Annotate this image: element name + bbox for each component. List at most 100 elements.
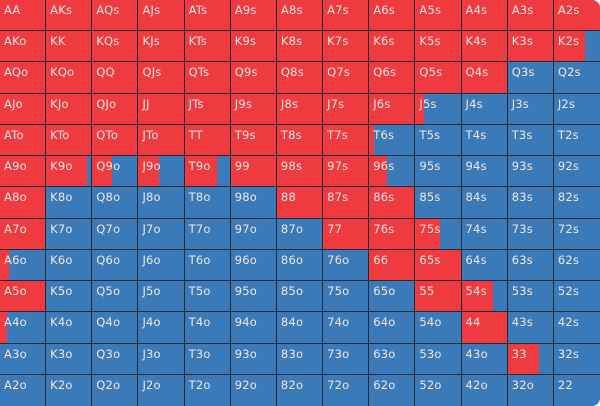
hand-cell-K9o[interactable]: K9o	[46, 156, 93, 188]
hand-cell-32o[interactable]: 32o	[507, 374, 554, 406]
hand-cell-94s[interactable]: 94s	[461, 156, 508, 188]
hand-cell-43o[interactable]: 43o	[461, 343, 508, 375]
hand-cell-93s[interactable]: 93s	[507, 156, 554, 188]
hand-cell-75o[interactable]: 75o	[323, 281, 370, 313]
hand-cell-83s[interactable]: 83s	[507, 187, 554, 219]
hand-cell-Q8o[interactable]: Q8o	[92, 187, 139, 219]
hand-cell-87s[interactable]: 87s	[323, 187, 370, 219]
hand-cell-33[interactable]: 33	[507, 343, 554, 375]
hand-cell-82s[interactable]: 82s	[553, 187, 600, 219]
hand-cell-QJo[interactable]: QJo	[92, 93, 139, 125]
hand-cell-52o[interactable]: 52o	[415, 374, 462, 406]
hand-cell-A8o[interactable]: A8o	[0, 187, 47, 219]
hand-cell-95s[interactable]: 95s	[415, 156, 462, 188]
hand-cell-AJs[interactable]: AJs	[138, 0, 185, 32]
hand-cell-A6s[interactable]: A6s	[369, 0, 416, 32]
hand-cell-K3s[interactable]: K3s	[507, 31, 554, 63]
hand-cell-63o[interactable]: 63o	[369, 343, 416, 375]
hand-cell-85s[interactable]: 85s	[415, 187, 462, 219]
hand-cell-J9o[interactable]: J9o	[138, 156, 185, 188]
hand-cell-T8o[interactable]: T8o	[184, 187, 231, 219]
hand-cell-J5o[interactable]: J5o	[138, 281, 185, 313]
hand-cell-62o[interactable]: 62o	[369, 374, 416, 406]
hand-cell-J4s[interactable]: J4s	[461, 93, 508, 125]
hand-cell-Q3o[interactable]: Q3o	[92, 343, 139, 375]
hand-cell-T3o[interactable]: T3o	[184, 343, 231, 375]
hand-cell-Q4s[interactable]: Q4s	[461, 62, 508, 94]
hand-cell-QJs[interactable]: QJs	[138, 62, 185, 94]
hand-cell-54o[interactable]: 54o	[415, 312, 462, 344]
hand-cell-73s[interactable]: 73s	[507, 218, 554, 250]
hand-cell-A7o[interactable]: A7o	[0, 218, 47, 250]
hand-cell-42s[interactable]: 42s	[553, 312, 600, 344]
hand-cell-75s[interactable]: 75s	[415, 218, 462, 250]
hand-cell-K8o[interactable]: K8o	[46, 187, 93, 219]
hand-cell-AQo[interactable]: AQo	[0, 62, 47, 94]
hand-cell-TT[interactable]: TT	[184, 124, 231, 157]
hand-cell-54s[interactable]: 54s	[461, 281, 508, 313]
hand-cell-Q5o[interactable]: Q5o	[92, 281, 139, 313]
hand-cell-A5o[interactable]: A5o	[0, 281, 47, 313]
hand-cell-86o[interactable]: 86o	[276, 249, 324, 282]
hand-cell-KJo[interactable]: KJo	[46, 93, 93, 125]
hand-cell-T7o[interactable]: T7o	[184, 218, 231, 250]
hand-cell-T5o[interactable]: T5o	[184, 281, 231, 313]
hand-cell-A4s[interactable]: A4s	[461, 0, 508, 32]
hand-cell-K2s[interactable]: K2s	[553, 31, 600, 63]
hand-cell-KTo[interactable]: KTo	[46, 124, 93, 157]
hand-cell-T9s[interactable]: T9s	[230, 124, 277, 157]
hand-cell-32s[interactable]: 32s	[553, 343, 600, 375]
hand-cell-ATo[interactable]: ATo	[0, 124, 47, 157]
hand-cell-65o[interactable]: 65o	[369, 281, 416, 313]
hand-cell-43s[interactable]: 43s	[507, 312, 554, 344]
hand-cell-KQs[interactable]: KQs	[92, 31, 139, 63]
hand-cell-K9s[interactable]: K9s	[230, 31, 277, 63]
hand-cell-K6s[interactable]: K6s	[369, 31, 416, 63]
hand-cell-42o[interactable]: 42o	[461, 374, 508, 406]
hand-cell-74s[interactable]: 74s	[461, 218, 508, 250]
hand-cell-A4o[interactable]: A4o	[0, 312, 47, 344]
hand-cell-A3s[interactable]: A3s	[507, 0, 554, 32]
hand-cell-72s[interactable]: 72s	[553, 218, 600, 250]
hand-cell-83o[interactable]: 83o	[276, 343, 324, 375]
hand-cell-KJs[interactable]: KJs	[138, 31, 185, 63]
hand-cell-93o[interactable]: 93o	[230, 343, 277, 375]
hand-cell-96o[interactable]: 96o	[230, 249, 277, 282]
hand-cell-77[interactable]: 77	[323, 218, 370, 250]
hand-cell-A9s[interactable]: A9s	[230, 0, 277, 32]
hand-cell-AKs[interactable]: AKs	[46, 0, 93, 32]
hand-cell-Q3s[interactable]: Q3s	[507, 62, 554, 94]
hand-cell-AJo[interactable]: AJo	[0, 93, 47, 125]
hand-cell-Q6o[interactable]: Q6o	[92, 249, 139, 282]
hand-cell-T9o[interactable]: T9o	[184, 156, 231, 188]
hand-cell-K3o[interactable]: K3o	[46, 343, 93, 375]
hand-cell-63s[interactable]: 63s	[507, 249, 554, 282]
hand-cell-44[interactable]: 44	[461, 312, 508, 344]
hand-cell-Q9s[interactable]: Q9s	[230, 62, 277, 94]
hand-cell-72o[interactable]: 72o	[323, 374, 370, 406]
hand-cell-85o[interactable]: 85o	[276, 281, 324, 313]
hand-cell-J6s[interactable]: J6s	[369, 93, 416, 125]
hand-cell-KK[interactable]: KK	[46, 31, 93, 63]
hand-cell-A6o[interactable]: A6o	[0, 249, 47, 282]
hand-cell-Q4o[interactable]: Q4o	[92, 312, 139, 344]
hand-cell-55[interactable]: 55	[415, 281, 462, 313]
hand-cell-A7s[interactable]: A7s	[323, 0, 370, 32]
hand-cell-62s[interactable]: 62s	[553, 249, 600, 282]
hand-cell-K4o[interactable]: K4o	[46, 312, 93, 344]
hand-cell-A8s[interactable]: A8s	[276, 0, 324, 32]
hand-cell-T4o[interactable]: T4o	[184, 312, 231, 344]
hand-cell-J7s[interactable]: J7s	[323, 93, 370, 125]
hand-cell-T8s[interactable]: T8s	[276, 124, 324, 157]
hand-cell-T3s[interactable]: T3s	[507, 124, 554, 157]
hand-cell-74o[interactable]: 74o	[323, 312, 370, 344]
hand-cell-Q5s[interactable]: Q5s	[415, 62, 462, 94]
hand-cell-JTs[interactable]: JTs	[184, 93, 231, 125]
hand-cell-K5o[interactable]: K5o	[46, 281, 93, 313]
hand-cell-Q8s[interactable]: Q8s	[276, 62, 324, 94]
hand-cell-A3o[interactable]: A3o	[0, 343, 47, 375]
hand-cell-Q7o[interactable]: Q7o	[92, 218, 139, 250]
hand-cell-T6s[interactable]: T6s	[369, 124, 416, 157]
hand-cell-QTo[interactable]: QTo	[92, 124, 139, 157]
hand-cell-J6o[interactable]: J6o	[138, 249, 185, 282]
